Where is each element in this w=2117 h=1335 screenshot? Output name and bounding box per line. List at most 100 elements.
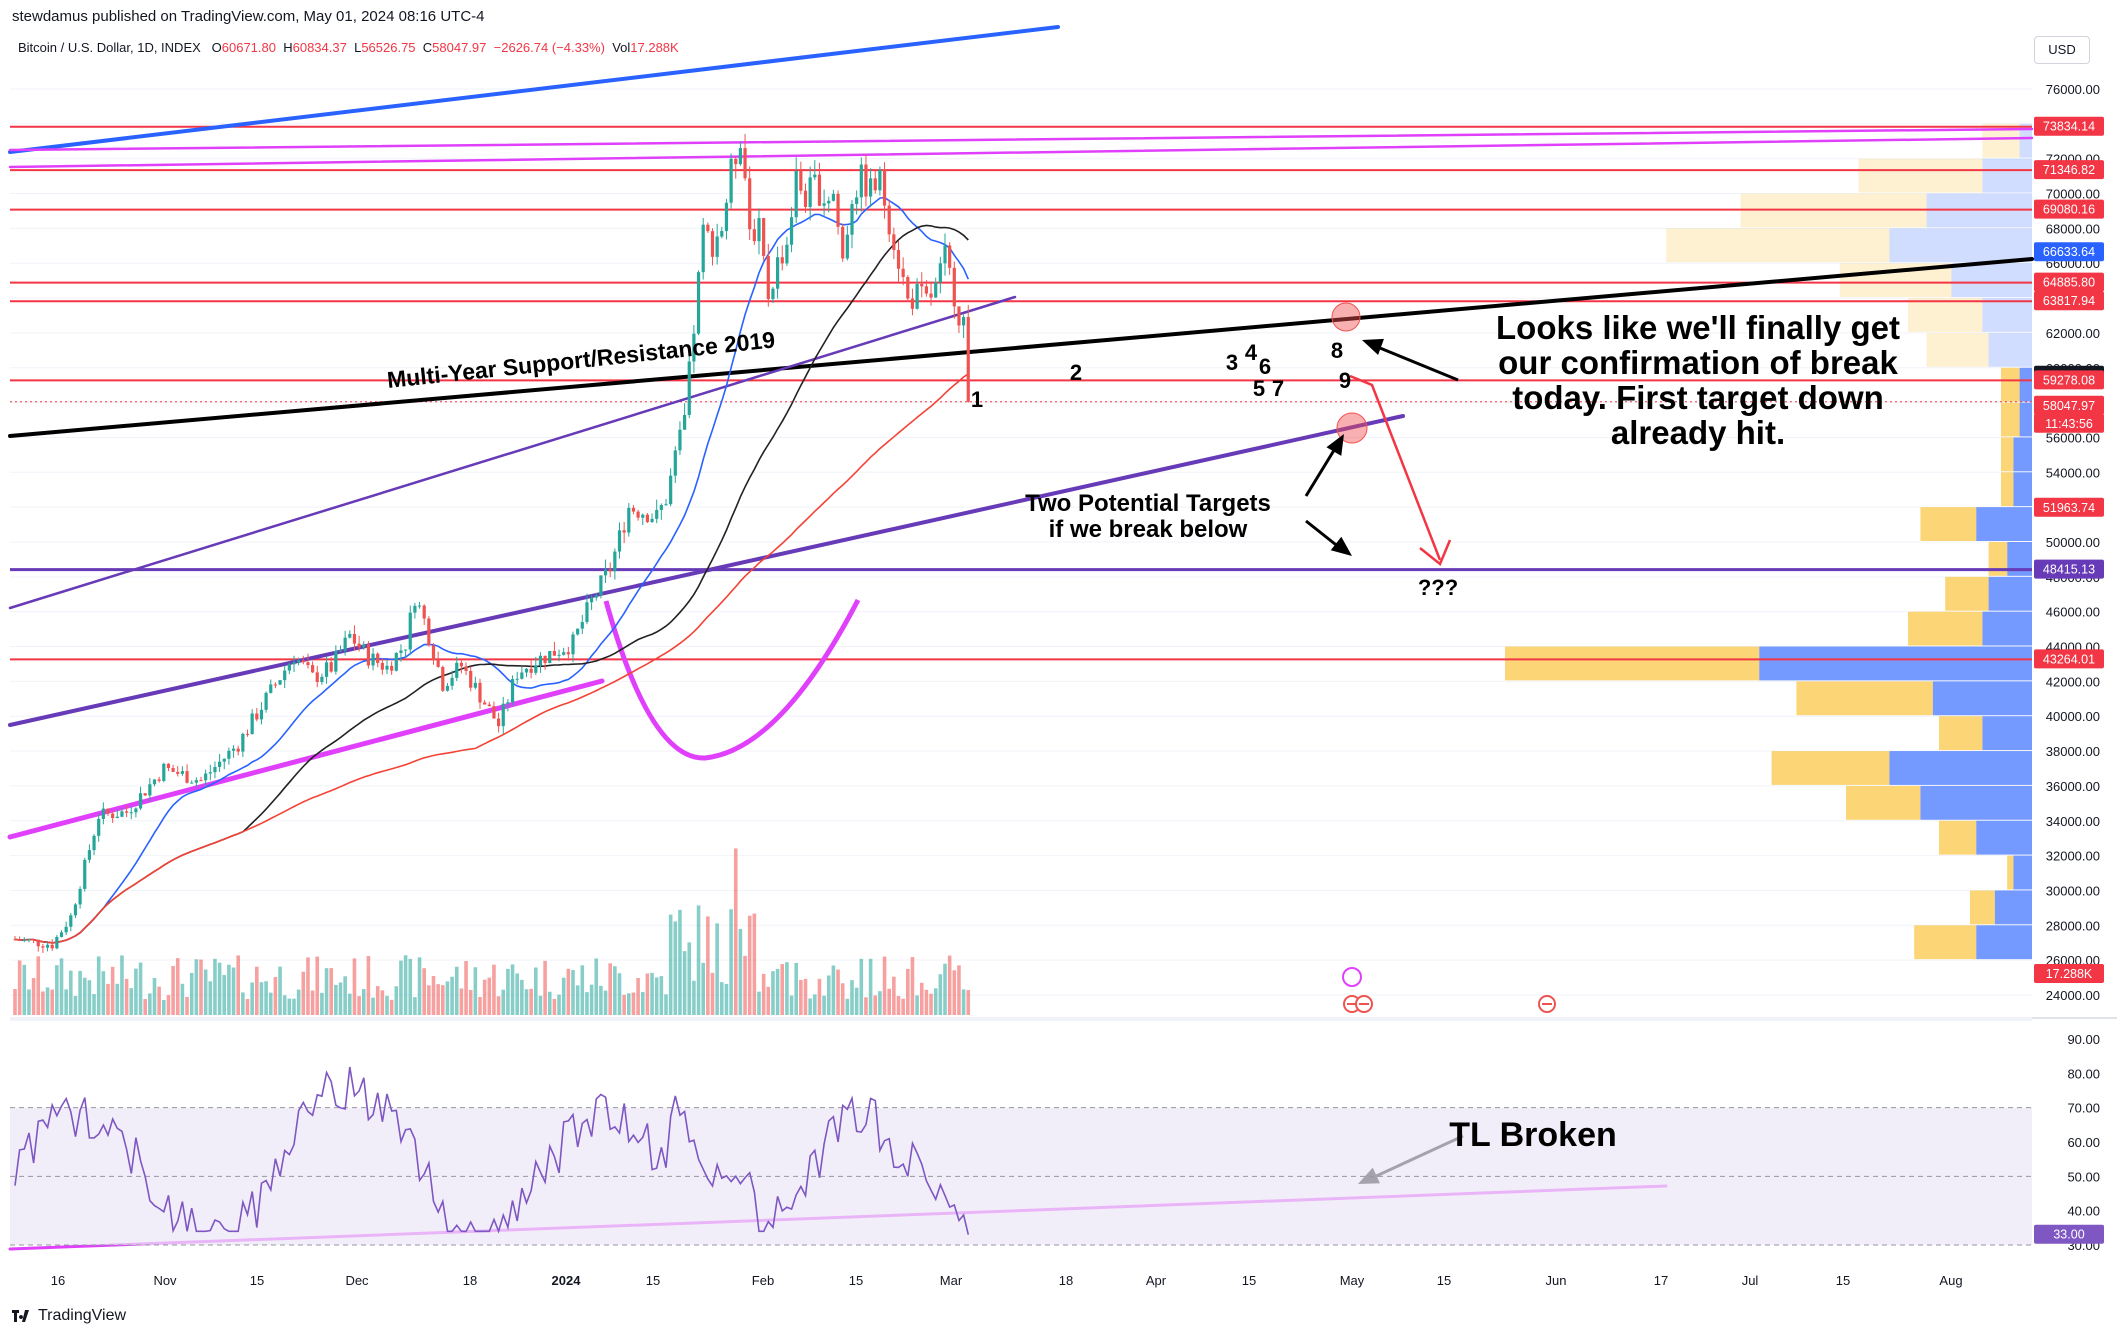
- price-tick-24: 28000.00: [2046, 918, 2100, 933]
- candle-body-100: [478, 682, 482, 703]
- volume-bar-73: [352, 958, 357, 1015]
- candle-body-54: [264, 692, 268, 710]
- candle-body-142: [673, 450, 677, 476]
- volume-bar-192: [906, 968, 910, 1015]
- symbol-name[interactable]: Bitcoin / U.S. Dollar, 1D, INDEX: [18, 40, 201, 55]
- volume-bar-191: [901, 998, 905, 1015]
- volume-bar-97: [464, 961, 468, 1015]
- volume-bar-18: [96, 956, 101, 1015]
- volume-bar-184: [868, 958, 873, 1015]
- volume-bar-41: [203, 969, 208, 1015]
- rsi-line: [14, 1066, 970, 1235]
- candle-body-146: [692, 333, 696, 362]
- volume-bar-63: [306, 957, 310, 1015]
- vp-sell-10: [2013, 472, 2032, 507]
- vp-buy-21: [2007, 855, 2014, 890]
- candle-body-120: [571, 634, 575, 655]
- candle-body-21: [111, 813, 115, 819]
- volume-bar-35: [175, 958, 180, 1015]
- candle-body-102: [487, 704, 491, 707]
- lightning-icon: [1342, 967, 1362, 987]
- volume-bar-1: [17, 960, 22, 1015]
- volume-bar-200: [943, 963, 947, 1015]
- candle-body-48: [236, 748, 240, 752]
- currency-button[interactable]: USD: [2034, 36, 2090, 64]
- volume-bar-71: [343, 976, 347, 1015]
- candle-body-6: [41, 946, 45, 948]
- time-tick-19: Aug: [1939, 1273, 1962, 1288]
- candle-body-166: [785, 244, 789, 264]
- time-tick-10: 18: [1059, 1273, 1073, 1288]
- rsi-tick-0: 90.00: [2067, 1032, 2100, 1047]
- vp-sell-3: [1889, 228, 2032, 263]
- projection-arrow-head: [1419, 539, 1452, 567]
- time-tick-8: 15: [849, 1273, 863, 1288]
- candle-body-161: [762, 218, 766, 256]
- candle-body-39: [194, 780, 198, 783]
- candle-body-51: [250, 713, 254, 735]
- volume-bar-95: [454, 966, 459, 1015]
- vp-buy-15: [1505, 646, 1760, 681]
- candle-body-28: [143, 793, 147, 796]
- candle-body-70: [338, 650, 343, 652]
- candle-body-81: [390, 665, 394, 671]
- price-tag-bg-8: [2034, 395, 2104, 415]
- candle-body-150: [710, 231, 715, 257]
- volume-bar-205: [966, 990, 971, 1015]
- volume-bar-86: [413, 997, 417, 1015]
- volume-bar-163: [771, 971, 775, 1015]
- candle-body-98: [469, 670, 473, 688]
- vp-sell-1: [1982, 158, 2032, 193]
- candle-body-205: [966, 317, 970, 402]
- price-tick-4: 68000.00: [2046, 221, 2100, 236]
- price-tag-13: 17.288K: [2046, 967, 2093, 981]
- volume-bar-140: [664, 994, 668, 1015]
- candle-body-68: [329, 662, 333, 672]
- volume-bars: [13, 848, 971, 1015]
- volume-bar-172: [813, 994, 817, 1015]
- volume-bar-91: [436, 984, 440, 1015]
- volume-bar-52: [255, 966, 259, 1015]
- candle-body-186: [878, 169, 882, 191]
- candle-body-20: [106, 808, 110, 814]
- candle-body-162: [766, 255, 770, 300]
- volume-bar-89: [427, 985, 431, 1015]
- candle-body-196: [924, 286, 928, 294]
- candle-body-53: [259, 709, 264, 720]
- price-tag-4: 64885.80: [2043, 276, 2095, 290]
- wave-3: 3: [1226, 350, 1238, 375]
- volume-bar-8: [50, 989, 54, 1015]
- volume-bar-4: [31, 978, 36, 1015]
- grid: [10, 88, 2117, 1021]
- volume-bar-46: [227, 964, 231, 1015]
- candle-body-17: [92, 835, 96, 851]
- candle-body-87: [417, 605, 422, 607]
- volume-bar-112: [534, 967, 538, 1015]
- candle-body-106: [506, 702, 510, 704]
- candle-body-52: [255, 713, 259, 720]
- volume-bar-20: [106, 983, 110, 1015]
- volume-bar-32: [162, 999, 166, 1015]
- candle-body-134: [636, 511, 640, 518]
- candle-body-0: [13, 939, 17, 941]
- candle-body-38: [190, 782, 194, 784]
- candle-body-44: [218, 761, 222, 768]
- candle-body-63: [306, 662, 310, 666]
- volume-bar-12: [69, 970, 73, 1015]
- volume-bar-152: [720, 982, 724, 1015]
- candle-body-123: [585, 602, 589, 623]
- tradingview-logo-icon: [12, 1310, 29, 1322]
- volume-bar-42: [208, 981, 213, 1015]
- candle-body-199: [938, 263, 942, 283]
- price-tag-bg-11: [2034, 559, 2104, 579]
- volume-bar-56: [273, 977, 278, 1015]
- vp-sell-22: [1994, 890, 2032, 925]
- candle-body-96: [459, 662, 463, 667]
- volume-bar-187: [882, 956, 887, 1015]
- candle-body-93: [445, 685, 450, 691]
- volume-bar-145: [687, 942, 692, 1015]
- candle-body-204: [962, 317, 966, 326]
- time-tick-16: 17: [1654, 1273, 1668, 1288]
- question-marks: ???: [1418, 575, 1458, 600]
